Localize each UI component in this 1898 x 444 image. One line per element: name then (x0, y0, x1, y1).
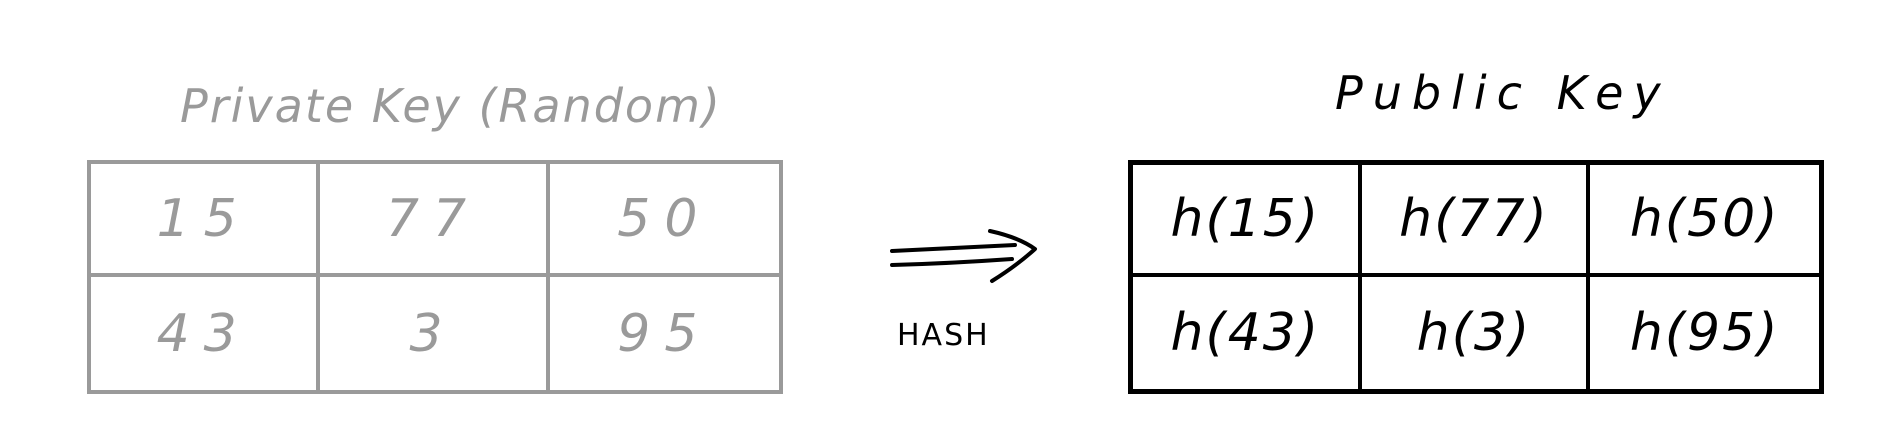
public-key-cell: h(50) (1590, 165, 1819, 277)
public-key-cell: h(15) (1133, 165, 1362, 277)
public-key-cell: h(43) (1133, 277, 1362, 389)
public-key-title: Public Key (1335, 66, 1671, 120)
private-key-title: Private Key (Random) (180, 79, 722, 133)
public-key-table: h(15) h(77) h(50) h(43) h(3) h(95) (1128, 160, 1824, 394)
public-key-cell: h(95) (1629, 303, 1780, 363)
private-key-cell: 95 (617, 303, 712, 364)
hash-label: HASH (897, 318, 990, 353)
private-key-cell: 50 (549, 164, 779, 277)
private-key-cell: 3 (320, 277, 550, 390)
private-key-cell: 15 (91, 164, 321, 277)
hash-arrow-icon (890, 229, 1037, 283)
private-key-cell: 77 (320, 164, 550, 277)
public-key-cell: h(77) (1361, 165, 1591, 277)
private-key-cell: 43 (91, 277, 321, 390)
private-key-table: 15 77 50 43 3 95 (87, 160, 783, 394)
public-key-cell: h(3) (1362, 277, 1591, 389)
